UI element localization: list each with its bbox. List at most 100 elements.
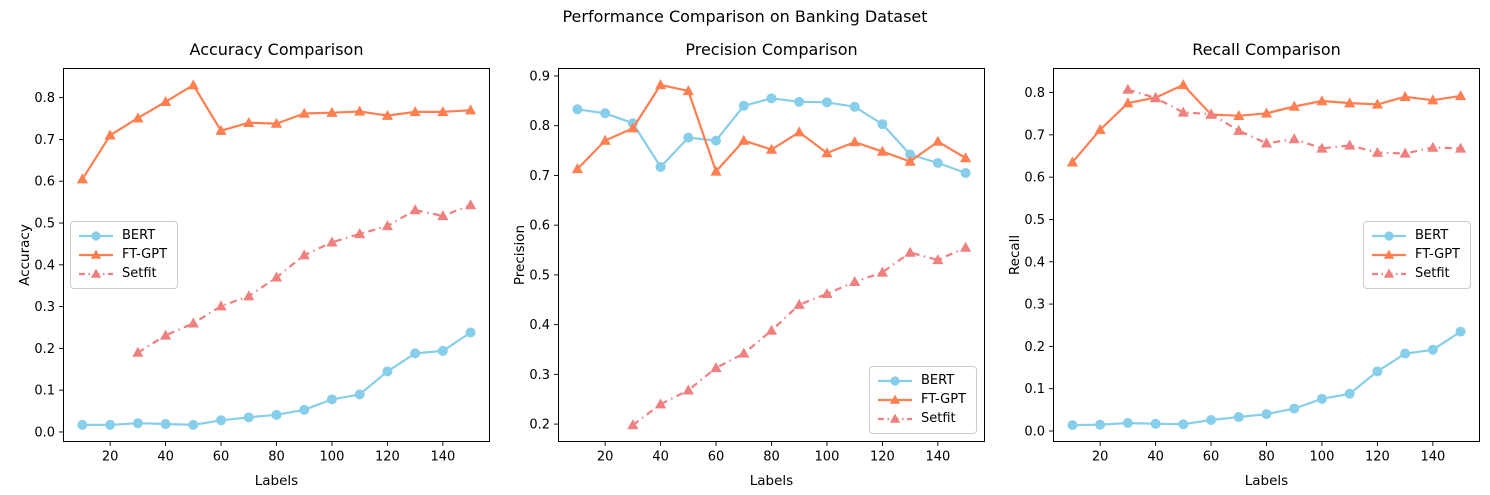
data-point-marker <box>1344 97 1356 108</box>
y-tick-label: 0.5 <box>1024 213 1045 228</box>
y-tick-label: 0.6 <box>34 175 55 190</box>
y-tick-label: 0.7 <box>34 133 55 148</box>
legend-line-sample <box>79 249 113 259</box>
data-point-marker <box>105 419 116 430</box>
data-point-marker <box>76 173 89 184</box>
data-point-marker <box>765 143 778 154</box>
legend-item-ft-gpt: FT-GPT <box>79 247 167 263</box>
axes-frame <box>1053 68 1480 442</box>
data-point-marker <box>1316 142 1328 153</box>
data-point-marker <box>738 347 750 358</box>
accuracy-plot-area: 20 40 60 80 100 120 140 0.0 0.1 0.2 0.3 0.4 0.5 0.6 0.… <box>34 68 490 465</box>
legend-label: FT-GPT <box>920 392 966 407</box>
data-point-marker <box>905 149 916 160</box>
axes-frame <box>63 68 490 442</box>
data-point-marker <box>1454 90 1467 101</box>
subplot-title-accuracy: Accuracy Comparison <box>189 40 364 59</box>
data-point-marker <box>409 106 421 117</box>
legend-line-sample <box>1371 231 1406 241</box>
data-point-marker <box>326 236 338 247</box>
data-point-marker <box>104 129 116 140</box>
data-point-marker <box>187 79 199 90</box>
x-tick-label: 40 <box>1147 450 1164 465</box>
data-point-marker <box>354 105 366 116</box>
data-point-marker <box>1427 344 1438 355</box>
series-line <box>1127 88 1461 155</box>
data-point-marker <box>710 165 722 176</box>
legend-label: Setfit <box>122 266 157 281</box>
data-point-marker <box>1372 366 1383 377</box>
subplot-recall: Recall Comparison Recall 20 40 60 80 100 120 1… <box>1007 40 1480 489</box>
legend-item-setfit: Setfit <box>1371 266 1460 282</box>
data-point-marker <box>1383 268 1395 278</box>
data-point-marker <box>465 327 476 338</box>
subplot-title-precision: Precision Comparison <box>685 40 858 59</box>
series-setfit <box>1122 83 1467 158</box>
data-point-marker <box>271 409 282 420</box>
data-point-marker <box>132 418 143 429</box>
y-tick-label: 0.8 <box>1024 86 1045 101</box>
data-point-marker <box>243 412 254 423</box>
x-tick-label: 100 <box>1310 450 1335 465</box>
data-point-marker <box>793 298 805 309</box>
x-tick-label: 80 <box>1258 450 1275 465</box>
data-point-marker <box>1205 108 1217 119</box>
data-point-marker <box>354 228 366 239</box>
data-point-marker <box>216 415 227 426</box>
data-point-marker <box>1233 124 1245 135</box>
legend-label: Setfit <box>920 411 956 426</box>
legend-label: BERT <box>920 373 955 388</box>
data-point-marker <box>682 85 694 96</box>
data-point-marker <box>654 398 667 409</box>
y-tick-label: 0.1 <box>1024 382 1045 397</box>
x-tick-label: 140 <box>430 450 455 465</box>
axis-ticks: 20 40 60 80 100 120 140 0.2 0.3 0.4 0.5 0.6 0.7 0.8 0.… <box>529 69 950 464</box>
x-tick-label: 140 <box>1420 450 1445 465</box>
legend-accuracy: BERT FT-GPT Setfit <box>70 221 179 289</box>
y-tick-label: 0.7 <box>529 169 550 184</box>
x-tick-label: 120 <box>375 450 400 465</box>
x-tick-label: 60 <box>213 450 230 465</box>
x-tick-label: 60 <box>708 450 725 465</box>
data-point-marker <box>1288 133 1300 144</box>
data-point-marker <box>1399 147 1411 158</box>
series-setfit <box>132 199 477 357</box>
data-point-marker <box>766 93 777 104</box>
data-point-marker <box>1177 106 1189 117</box>
data-point-marker <box>1455 326 1466 337</box>
x-tick-label: 20 <box>1092 450 1109 465</box>
data-point-marker <box>738 100 749 111</box>
data-point-marker <box>243 290 255 301</box>
data-point-marker <box>1344 139 1356 150</box>
data-point-marker <box>890 376 900 386</box>
data-point-marker <box>464 104 477 115</box>
precision-plot-area: 20 40 60 80 100 120 140 0.2 0.3 0.4 0.5 0.6 0.7 0.8 0.… <box>529 68 985 465</box>
axis-ticks: 20 40 60 80 100 120 140 0.0 0.1 0.2 0.3 0.4 0.5 0.6 0.… <box>34 91 455 464</box>
data-point-marker <box>849 136 861 147</box>
x-tick-label: 60 <box>1203 450 1220 465</box>
data-point-marker <box>627 419 639 430</box>
data-point-marker <box>655 161 666 172</box>
legend-line-sample <box>877 394 912 404</box>
legend-precision: BERT FT-GPT Setfit <box>868 366 977 434</box>
y-tick-label: 0.1 <box>34 384 55 399</box>
data-point-marker <box>849 101 860 112</box>
x-tick-label: 20 <box>102 450 119 465</box>
x-axis-label-accuracy: Labels <box>254 473 299 489</box>
data-point-marker <box>1427 94 1439 105</box>
subplot-accuracy: Accuracy Comparison Accuracy 20 40 60 80 100… <box>17 40 490 489</box>
data-point-marker <box>188 419 199 430</box>
y-tick-label: 0.2 <box>34 342 55 357</box>
series-ft-gpt <box>76 79 477 184</box>
y-axis-label-precision: Precision <box>512 224 528 286</box>
y-tick-label: 0.0 <box>1024 425 1045 440</box>
legend-line-sample <box>1371 268 1406 278</box>
data-point-marker <box>160 419 171 430</box>
series-line <box>81 84 471 180</box>
x-tick-label: 100 <box>815 450 840 465</box>
y-tick-label: 0.4 <box>529 318 550 333</box>
legend-label: Setfit <box>1414 266 1450 281</box>
x-tick-label: 140 <box>925 450 950 465</box>
data-point-marker <box>1288 100 1300 111</box>
data-point-marker <box>437 345 448 356</box>
